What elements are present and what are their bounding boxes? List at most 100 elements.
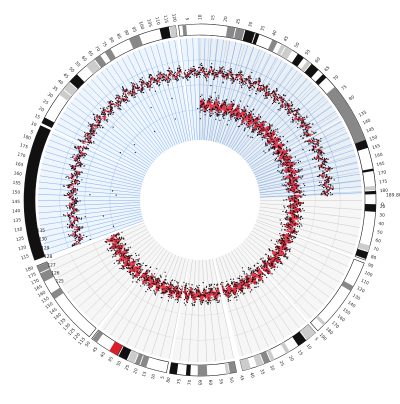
data-point xyxy=(315,143,316,144)
data-point xyxy=(209,101,210,102)
data-point xyxy=(330,184,331,185)
data-point xyxy=(280,136,281,137)
data-point xyxy=(286,149,287,150)
data-point xyxy=(230,115,231,116)
data-point xyxy=(180,295,181,296)
data-point xyxy=(290,161,291,162)
data-point xyxy=(174,292,175,293)
data-point xyxy=(94,135,95,136)
data-point xyxy=(214,78,215,79)
data-point xyxy=(84,140,85,141)
data-point xyxy=(263,84,264,85)
data-point xyxy=(300,217,301,218)
data-point xyxy=(242,80,243,81)
data-point xyxy=(199,67,200,68)
data-point xyxy=(73,221,74,222)
data-point xyxy=(288,228,289,229)
data-point xyxy=(191,295,192,296)
data-point xyxy=(295,170,296,171)
data-point xyxy=(282,157,283,158)
data-point xyxy=(328,178,329,179)
data-point xyxy=(281,162,282,163)
data-point xyxy=(268,95,269,96)
data-point xyxy=(267,140,268,141)
outlier-point xyxy=(242,267,243,268)
data-point xyxy=(183,282,184,283)
data-point xyxy=(227,70,228,71)
data-point xyxy=(288,109,289,110)
data-point xyxy=(254,287,255,288)
data-point xyxy=(257,88,258,89)
data-point xyxy=(154,82,155,83)
data-point xyxy=(172,76,173,77)
data-point xyxy=(265,143,266,144)
data-point xyxy=(177,290,178,291)
data-point xyxy=(152,283,153,284)
data-point xyxy=(163,76,164,77)
data-point xyxy=(216,298,217,299)
data-point xyxy=(167,282,168,283)
data-point xyxy=(299,193,300,194)
data-point xyxy=(79,200,80,201)
data-point xyxy=(300,224,301,225)
top-left-tick-label: 110 xyxy=(154,16,162,26)
data-point xyxy=(266,267,267,268)
left-tick-label: 150 xyxy=(12,189,21,195)
data-point xyxy=(152,76,153,77)
data-point xyxy=(112,256,113,257)
data-point xyxy=(152,286,153,287)
data-point xyxy=(291,221,292,222)
data-point xyxy=(292,221,293,222)
data-point xyxy=(126,265,127,266)
data-point xyxy=(63,214,64,215)
data-point xyxy=(91,133,92,134)
data-point xyxy=(289,156,290,157)
data-point xyxy=(290,183,291,184)
outlier-point xyxy=(251,132,252,133)
data-point xyxy=(120,239,121,240)
data-point xyxy=(226,72,227,73)
data-point xyxy=(165,282,166,283)
data-point xyxy=(213,70,214,71)
data-point xyxy=(132,261,133,262)
data-point xyxy=(86,236,87,237)
data-point xyxy=(191,303,192,304)
data-point xyxy=(246,121,247,122)
data-point xyxy=(214,299,215,300)
data-point xyxy=(238,278,239,279)
data-point xyxy=(233,105,234,106)
data-point xyxy=(329,168,330,169)
data-point xyxy=(123,260,124,261)
data-point xyxy=(146,270,147,271)
data-point xyxy=(176,294,177,295)
data-point xyxy=(290,176,291,177)
data-point xyxy=(254,130,255,131)
data-point xyxy=(294,184,295,185)
data-point xyxy=(317,152,318,153)
data-point xyxy=(159,84,160,85)
data-point xyxy=(229,296,230,297)
data-point xyxy=(271,264,272,265)
data-point xyxy=(287,206,288,207)
data-point xyxy=(68,216,69,217)
data-point xyxy=(265,254,266,255)
data-point xyxy=(76,227,77,228)
data-point xyxy=(69,207,70,208)
data-point xyxy=(175,299,176,300)
outlier-point xyxy=(286,147,287,148)
data-point xyxy=(302,176,303,177)
data-point xyxy=(275,137,276,138)
data-point xyxy=(154,79,155,80)
data-point xyxy=(313,148,314,149)
data-point xyxy=(124,248,125,249)
data-point xyxy=(153,82,154,83)
data-point xyxy=(210,289,211,290)
data-point xyxy=(78,162,79,163)
data-point xyxy=(212,288,213,289)
data-point xyxy=(128,247,129,248)
data-point xyxy=(243,111,244,112)
data-point xyxy=(302,218,303,219)
data-point xyxy=(234,109,235,110)
data-point xyxy=(97,124,98,125)
data-point xyxy=(132,84,133,85)
